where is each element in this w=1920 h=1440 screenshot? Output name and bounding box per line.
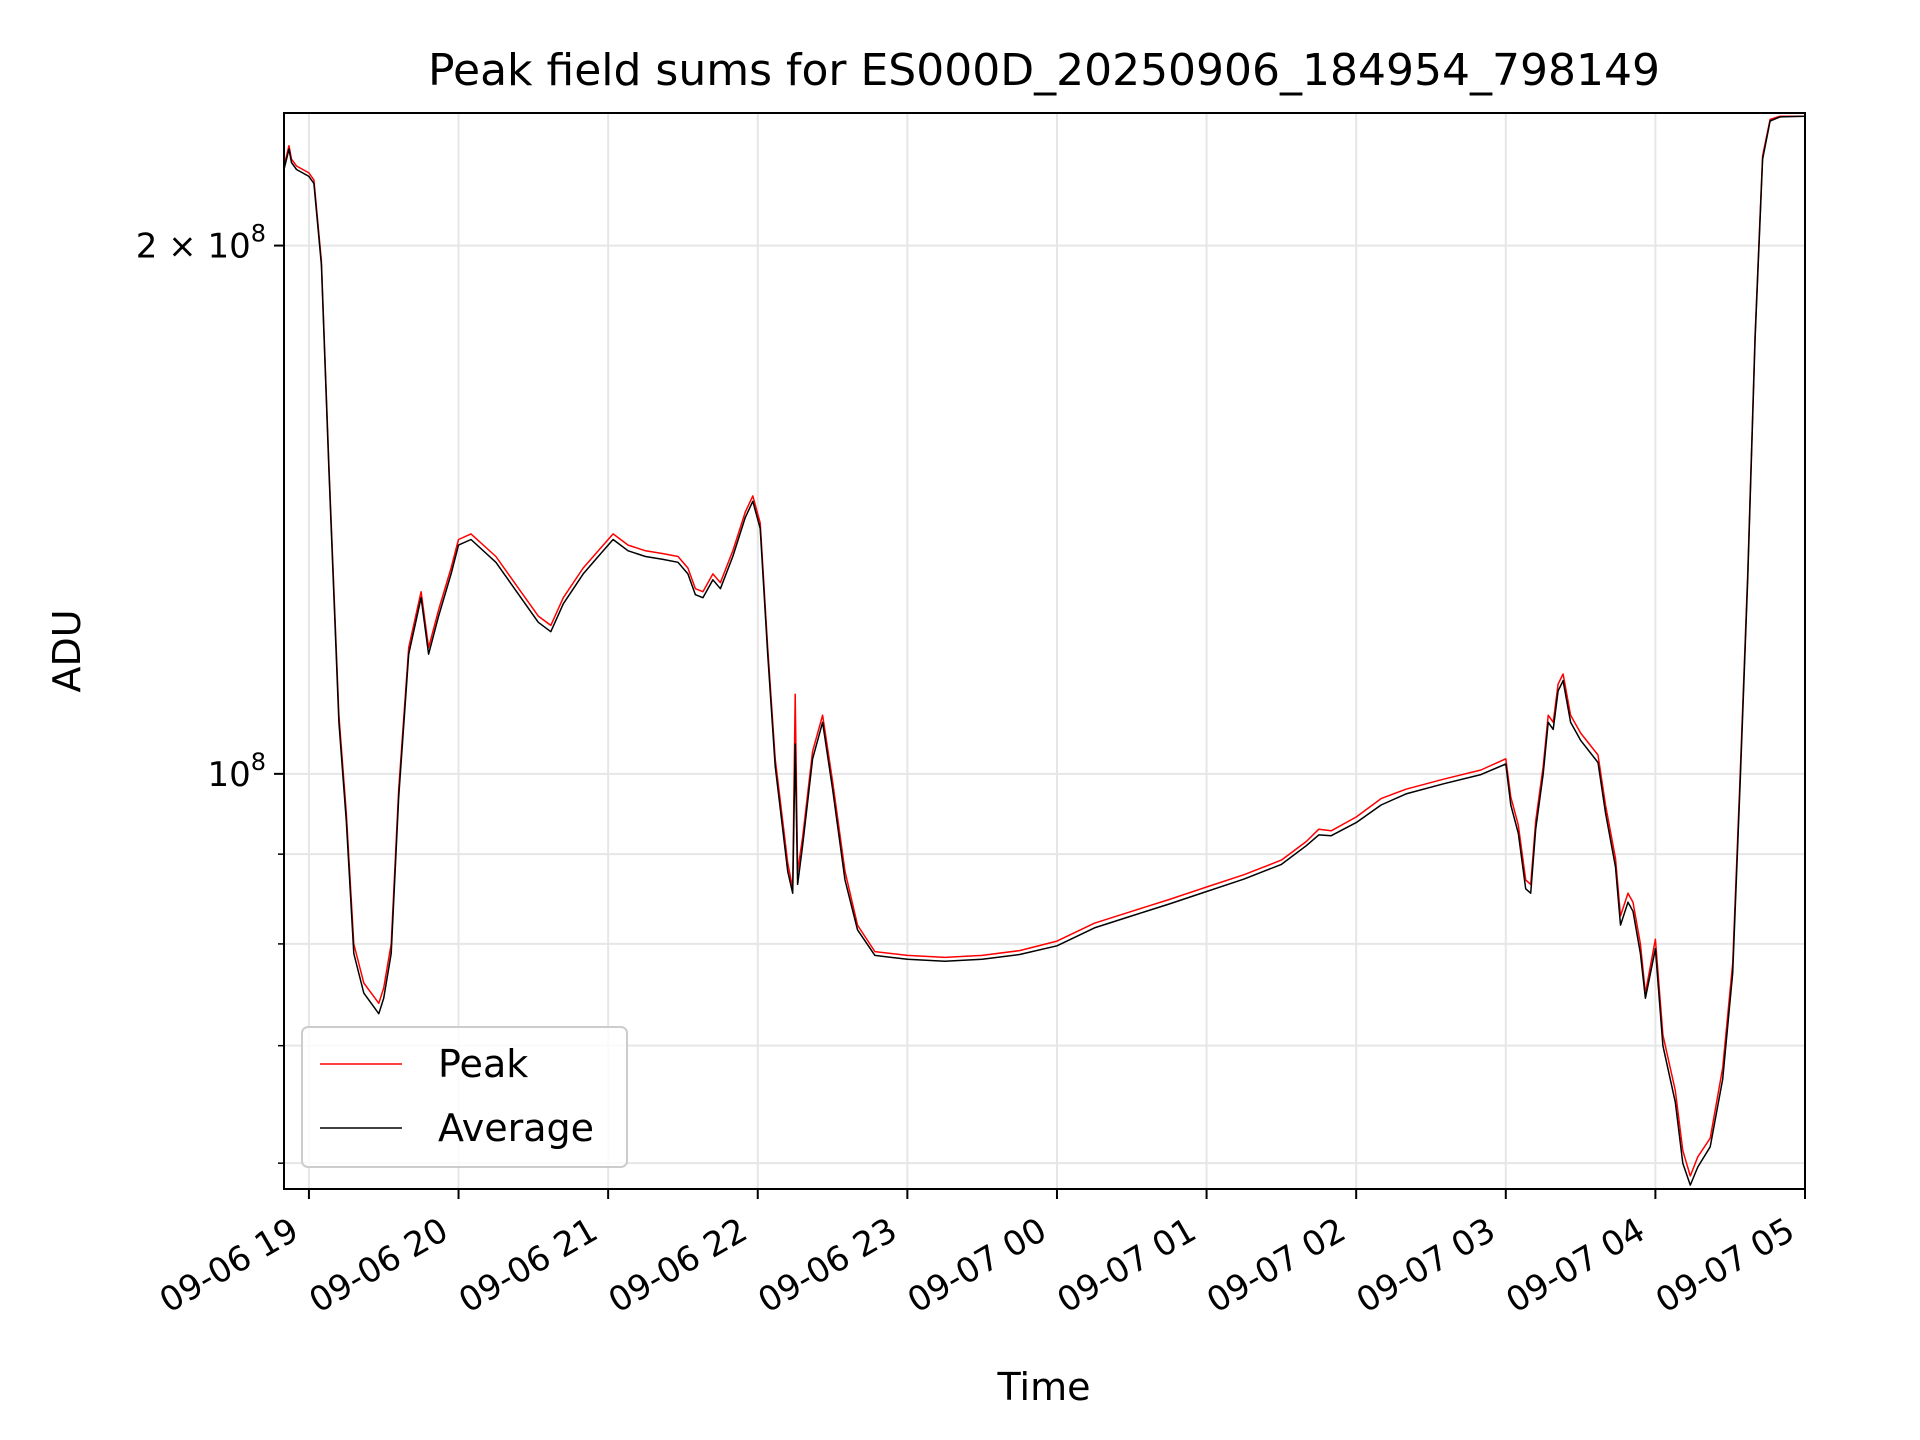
chart-title: Peak field sums for ES000D_20250906_1849… bbox=[428, 45, 1660, 96]
plot-frame bbox=[283, 112, 1806, 1190]
legend: Peak Average bbox=[301, 1026, 628, 1168]
y-tick-label-exponent: 8 bbox=[251, 220, 266, 248]
y-tick-label-mantissa: 2 × 10 bbox=[136, 227, 251, 267]
legend-box bbox=[301, 1026, 628, 1168]
series-line-average bbox=[283, 115, 1806, 1186]
series-layer bbox=[283, 115, 1806, 1186]
y-axis-label: ADU bbox=[45, 609, 89, 692]
x-axis-label: Time bbox=[997, 1365, 1091, 1409]
legend-label-average: Average bbox=[438, 1106, 594, 1150]
y-tick-label: 108 bbox=[207, 748, 266, 795]
y-tick-label-exponent: 8 bbox=[251, 748, 266, 776]
y-tick-label-mantissa: 10 bbox=[207, 755, 250, 795]
series-line-peak bbox=[283, 115, 1805, 1177]
y-tick-label: 2 × 108 bbox=[136, 220, 266, 267]
legend-label-peak: Peak bbox=[438, 1042, 528, 1086]
